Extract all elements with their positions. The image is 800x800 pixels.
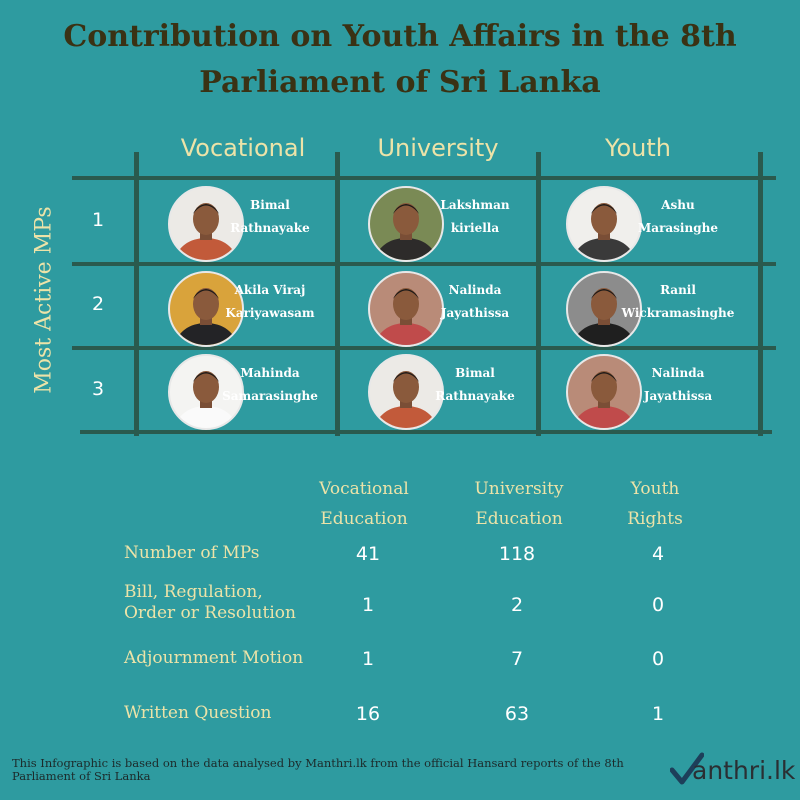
grid-line (80, 430, 772, 434)
stats-header-line2: Education (475, 509, 563, 529)
mp-name-line1: Bimal (455, 366, 495, 380)
mp-name-line2: Kariyawasam (225, 306, 315, 320)
page-title-line2: Parliament of Sri Lanka (199, 65, 601, 100)
stats-value: 4 (651, 543, 665, 565)
mp-photo (566, 354, 642, 430)
grid-line (536, 152, 541, 436)
grid-line (72, 262, 776, 266)
footer-note: This Infographic is based on the data an… (12, 756, 624, 783)
mp-name-line2: kiriella (450, 221, 500, 235)
mp-name-line2: Rathnayake (435, 389, 515, 403)
stats-row-label: Written Question (124, 703, 271, 724)
stats-value: 7 (510, 648, 524, 670)
rank-1: 1 (91, 209, 105, 231)
stats-header-line2: Rights (627, 509, 683, 529)
stats-row-label-line1: Adjournment Motion (124, 648, 304, 668)
stats-value: 1 (361, 594, 375, 616)
column-header-university: University (377, 134, 499, 162)
mp-name: Ashu Marasinghe (618, 194, 738, 240)
mp-name-line1: Nalinda (651, 366, 705, 380)
grid-line (335, 152, 340, 436)
mp-photo (168, 186, 244, 262)
stats-header-line2: Education (320, 509, 408, 529)
stats-value: 118 (498, 543, 536, 565)
grid-line (72, 346, 776, 350)
stats-value: 41 (355, 543, 381, 565)
mp-name: Mahinda Samarasinghe (210, 362, 330, 408)
rank-3: 3 (91, 378, 105, 400)
stats-header-vocational: Vocational Education (300, 474, 428, 534)
mp-name-line2: Jayathissa (440, 306, 510, 320)
mp-name-line1: Ranil (660, 283, 696, 297)
mp-name: Nalinda Jayathissa (415, 279, 535, 325)
mp-name: Nalinda Jayathissa (618, 362, 738, 408)
mp-name-line2: Samarasinghe (222, 389, 318, 403)
mp-name-line2: Rathnayake (230, 221, 310, 235)
row-axis-label-text: Most Active MPs (31, 206, 57, 394)
column-header-vocational: Vocational (180, 134, 306, 162)
mp-name-line1: Ashu (661, 198, 695, 212)
stats-header-line1: Vocational (319, 479, 409, 499)
stats-value: 0 (651, 648, 665, 670)
grid-line (758, 152, 763, 436)
stats-value: 2 (510, 594, 524, 616)
mp-photo (168, 271, 244, 347)
mp-name: Lakshman kiriella (415, 194, 535, 240)
mp-name: Bimal Rathnayake (210, 194, 330, 240)
mp-name-line2: Wickramasinghe (621, 306, 735, 320)
mp-name-line1: Akila Viraj (234, 283, 306, 297)
column-header-youth: Youth (605, 134, 671, 162)
mp-photo (368, 186, 444, 262)
page-title: Contribution on Youth Affairs in the 8th… (0, 14, 800, 106)
stats-header-line1: Youth (630, 479, 680, 499)
mp-name-line1: Bimal (250, 198, 290, 212)
page-title-line1: Contribution on Youth Affairs in the 8th (63, 19, 737, 54)
mp-name-line1: Nalinda (448, 283, 502, 297)
mp-name: Ranil Wickramasinghe (618, 279, 738, 325)
stats-row-label-line2: Order or Resolution (124, 603, 296, 623)
stats-value: 16 (355, 703, 381, 725)
stats-value: 1 (361, 648, 375, 670)
stats-value: 0 (651, 594, 665, 616)
stats-value: 1 (651, 703, 665, 725)
logo-text: anthri.lk (692, 756, 796, 785)
mp-photo (566, 271, 642, 347)
mp-photo (368, 354, 444, 430)
mp-photo (566, 186, 642, 262)
stats-row-label: Bill, Regulation, Order or Resolution (124, 582, 296, 624)
mp-photo (368, 271, 444, 347)
stats-header-line1: University (474, 479, 564, 499)
mp-name-line1: Lakshman (440, 198, 510, 212)
grid-line (72, 176, 776, 180)
mp-name: Akila Viraj Kariyawasam (210, 279, 330, 325)
stats-row-label: Number of MPs (124, 543, 259, 564)
grid-line (134, 152, 139, 436)
mp-name-line1: Mahinda (240, 366, 300, 380)
stats-header-university: University Education (455, 474, 583, 534)
mp-name: Bimal Rathnayake (415, 362, 535, 408)
stats-row-label-line1: Number of MPs (124, 543, 260, 563)
stats-value: 63 (504, 703, 530, 725)
stats-row-label: Adjournment Motion (124, 648, 303, 669)
stats-header-youth: Youth Rights (600, 474, 710, 534)
stats-row-label-line1: Written Question (124, 703, 272, 723)
stats-row-label-line1: Bill, Regulation, (124, 582, 263, 602)
mp-name-line2: Jayathissa (643, 389, 713, 403)
mp-name-line2: Marasinghe (638, 221, 718, 235)
rank-2: 2 (91, 293, 105, 315)
mp-photo (168, 354, 244, 430)
check-mark-icon (670, 752, 704, 785)
